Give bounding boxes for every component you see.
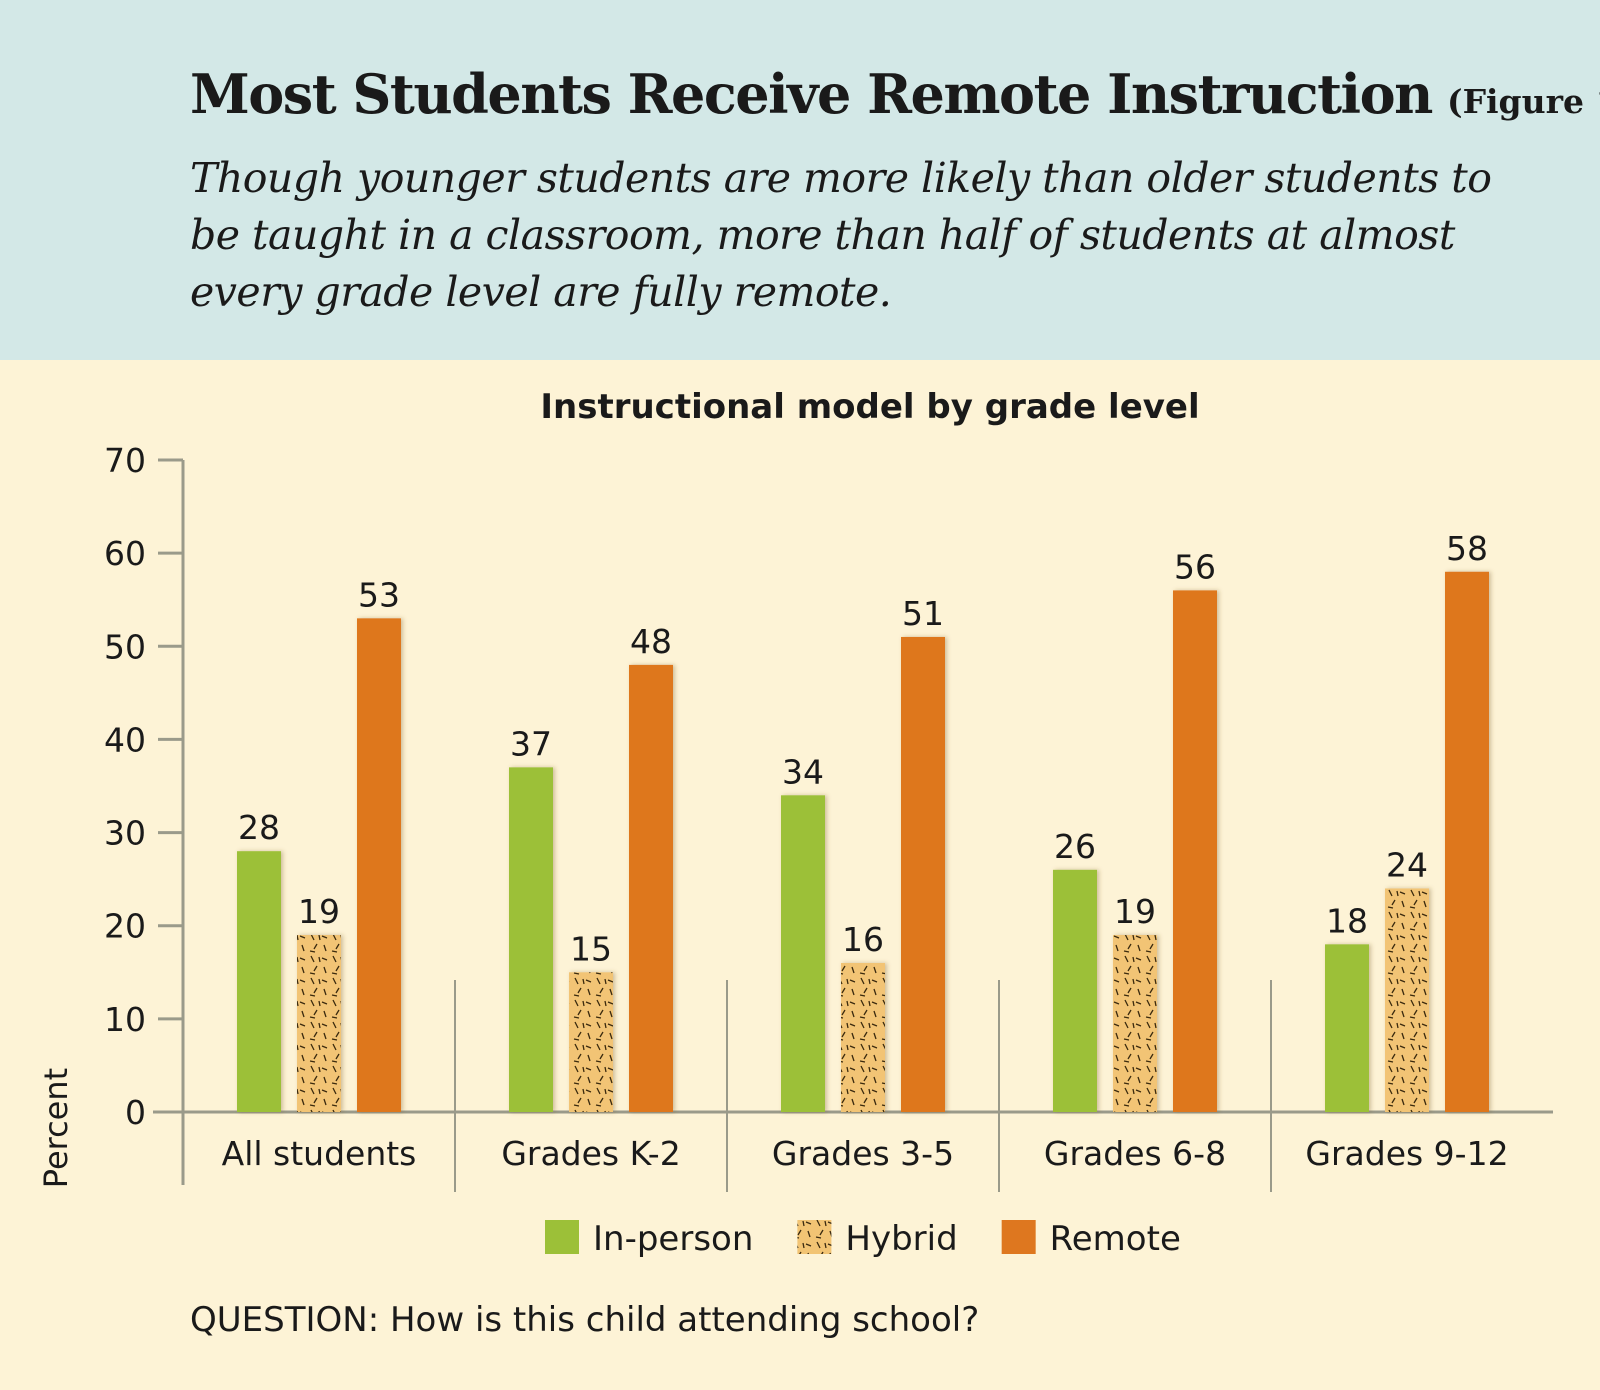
- y-tick-label: 0: [125, 1093, 146, 1132]
- bar-chart: Instructional model by grade level Perce…: [37, 387, 1553, 1259]
- legend: In-person Hybrid Remote: [545, 1219, 1181, 1259]
- chart-title: Instructional model by grade level: [540, 387, 1199, 427]
- category-label: Grades 6-8: [1044, 1134, 1226, 1173]
- bar-hybrid: [1385, 888, 1429, 1112]
- bar-in-person: [237, 851, 281, 1112]
- data-label: 15: [570, 929, 612, 968]
- legend-swatch-remote: [1001, 1220, 1036, 1254]
- bar-remote: [629, 664, 673, 1112]
- y-tick-label: 30: [104, 814, 146, 853]
- bar-hybrid: [297, 935, 341, 1112]
- figure-subtitle: Though younger students are more likely …: [190, 154, 1492, 316]
- bar-hybrid: [841, 962, 885, 1112]
- category-label: Grades K-2: [501, 1134, 680, 1173]
- data-label: 16: [842, 920, 884, 959]
- y-tick-label: 40: [104, 720, 146, 759]
- bar-hybrid: [1113, 935, 1157, 1112]
- data-label: 51: [902, 594, 944, 633]
- data-label: 34: [782, 752, 824, 791]
- data-label: 56: [1174, 547, 1216, 586]
- y-tick-label: 70: [104, 441, 146, 480]
- bars-group: 28 19 53 37 15 48 34 16 51 26 19 56 18 24 58: [237, 529, 1489, 1112]
- category-label: All students: [222, 1134, 417, 1173]
- bar-remote: [1173, 590, 1217, 1112]
- legend-label-hybrid: Hybrid: [845, 1219, 957, 1259]
- legend-swatch-hybrid: [797, 1220, 832, 1254]
- figure-title: Most Students Receive Remote Instruction…: [190, 62, 1600, 126]
- data-label: 19: [298, 892, 340, 931]
- data-label: 26: [1054, 827, 1096, 866]
- data-label: 48: [630, 622, 672, 661]
- data-label: 37: [510, 724, 552, 763]
- legend-label-remote: Remote: [1050, 1219, 1181, 1259]
- data-label: 18: [1326, 901, 1368, 940]
- bar-remote: [357, 618, 401, 1112]
- bar-in-person: [509, 767, 553, 1112]
- title-text: Most Students Receive Remote Instruction: [190, 62, 1433, 126]
- survey-question: QUESTION: How is this child attending sc…: [190, 1300, 980, 1340]
- data-label: 28: [238, 808, 280, 847]
- data-label: 53: [358, 575, 400, 614]
- bar-remote: [901, 636, 945, 1112]
- y-tick-label: 20: [104, 907, 146, 946]
- data-label: 19: [1114, 892, 1156, 931]
- bar-remote: [1445, 571, 1489, 1112]
- y-tick-label: 10: [104, 1000, 146, 1039]
- legend-swatch-in-person: [545, 1220, 579, 1254]
- bar-in-person: [1053, 869, 1097, 1112]
- data-label: 24: [1386, 845, 1428, 884]
- bar-in-person: [1325, 944, 1369, 1112]
- y-tick-label: 50: [104, 627, 146, 666]
- data-label: 58: [1446, 529, 1488, 568]
- category-label: Grades 9-12: [1305, 1134, 1508, 1173]
- figure-header: Most Students Receive Remote Instruction…: [0, 0, 1600, 360]
- y-axis-label: Percent: [37, 1068, 75, 1188]
- figure-number: (Figure 1): [1446, 82, 1600, 121]
- bar-in-person: [781, 795, 825, 1112]
- y-tick-label: 60: [104, 534, 146, 573]
- axes: 0 10 20 30 40 50 60 70 All students Grades K-2 Gra…: [104, 441, 1553, 1192]
- category-label: Grades 3-5: [772, 1134, 954, 1173]
- legend-label-in-person: In-person: [593, 1219, 753, 1259]
- bar-hybrid: [569, 972, 613, 1112]
